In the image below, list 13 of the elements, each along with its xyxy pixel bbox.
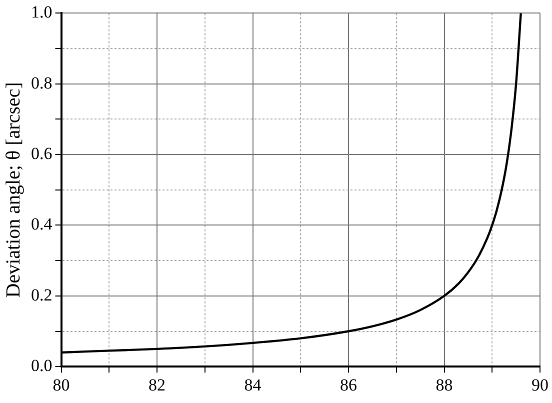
y-tick-label: 0.2: [31, 285, 52, 304]
y-tick-label: 0.8: [31, 73, 52, 92]
x-tick-label: 88: [436, 375, 453, 394]
y-axis-title: Deviation angle; θ [arcsec]: [2, 82, 24, 298]
x-tick-label: 80: [52, 375, 70, 394]
x-tick-label: 84: [244, 375, 262, 394]
x-tick-label: 90: [532, 375, 548, 394]
x-tick-label: 86: [340, 375, 357, 394]
y-tick-label: 0.6: [31, 144, 52, 164]
y-tick-label: 1.0: [31, 2, 52, 22]
y-tick-label: 0.4: [31, 214, 53, 234]
x-tick-label: 82: [148, 375, 166, 394]
text: 0.0: [31, 356, 52, 376]
